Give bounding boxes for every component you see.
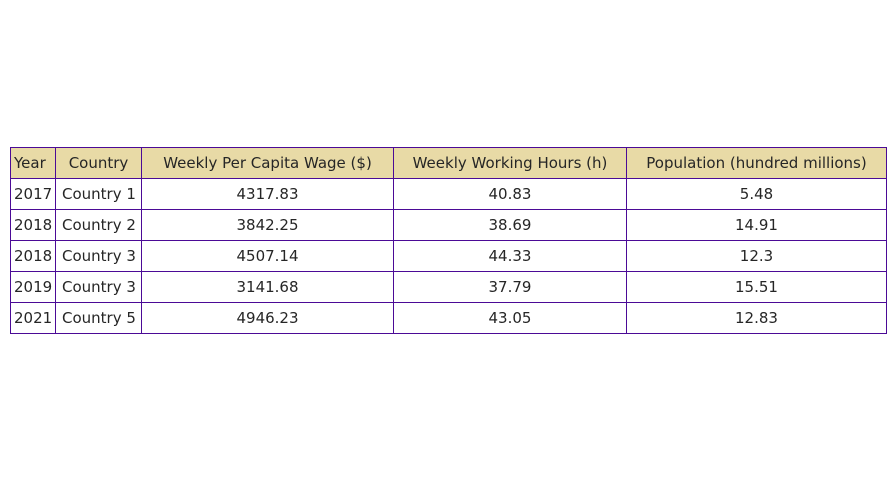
cell-weekly-wage: 4946.23 <box>141 302 394 334</box>
table-row: 2021 Country 5 4946.23 43.05 12.83 <box>10 302 887 334</box>
cell-population: 14.91 <box>626 209 887 241</box>
table-row: 2019 Country 3 3141.68 37.79 15.51 <box>10 271 887 303</box>
cell-working-hours: 37.79 <box>393 271 627 303</box>
cell-working-hours: 44.33 <box>393 240 627 272</box>
cell-population: 15.51 <box>626 271 887 303</box>
cell-working-hours: 43.05 <box>393 302 627 334</box>
column-header-population: Population (hundred millions) <box>626 147 887 179</box>
cell-weekly-wage: 3842.25 <box>141 209 394 241</box>
cell-year: 2018 <box>10 209 56 241</box>
column-header-working-hours: Weekly Working Hours (h) <box>393 147 627 179</box>
cell-population: 5.48 <box>626 178 887 210</box>
table-row: 2018 Country 2 3842.25 38.69 14.91 <box>10 209 887 241</box>
cell-year: 2021 <box>10 302 56 334</box>
cell-working-hours: 40.83 <box>393 178 627 210</box>
data-table: Year Country Weekly Per Capita Wage ($) … <box>10 147 887 334</box>
cell-country: Country 5 <box>55 302 142 334</box>
column-header-year: Year <box>10 147 56 179</box>
cell-year: 2018 <box>10 240 56 272</box>
column-header-weekly-wage: Weekly Per Capita Wage ($) <box>141 147 394 179</box>
cell-weekly-wage: 3141.68 <box>141 271 394 303</box>
cell-weekly-wage: 4507.14 <box>141 240 394 272</box>
column-header-country: Country <box>55 147 142 179</box>
cell-working-hours: 38.69 <box>393 209 627 241</box>
data-table-container: Year Country Weekly Per Capita Wage ($) … <box>10 147 887 334</box>
cell-country: Country 1 <box>55 178 142 210</box>
table-row: 2017 Country 1 4317.83 40.83 5.48 <box>10 178 887 210</box>
cell-year: 2019 <box>10 271 56 303</box>
table-row: 2018 Country 3 4507.14 44.33 12.3 <box>10 240 887 272</box>
cell-country: Country 3 <box>55 240 142 272</box>
cell-population: 12.83 <box>626 302 887 334</box>
table-header-row: Year Country Weekly Per Capita Wage ($) … <box>10 147 887 179</box>
cell-country: Country 2 <box>55 209 142 241</box>
cell-population: 12.3 <box>626 240 887 272</box>
cell-year: 2017 <box>10 178 56 210</box>
cell-country: Country 3 <box>55 271 142 303</box>
cell-weekly-wage: 4317.83 <box>141 178 394 210</box>
